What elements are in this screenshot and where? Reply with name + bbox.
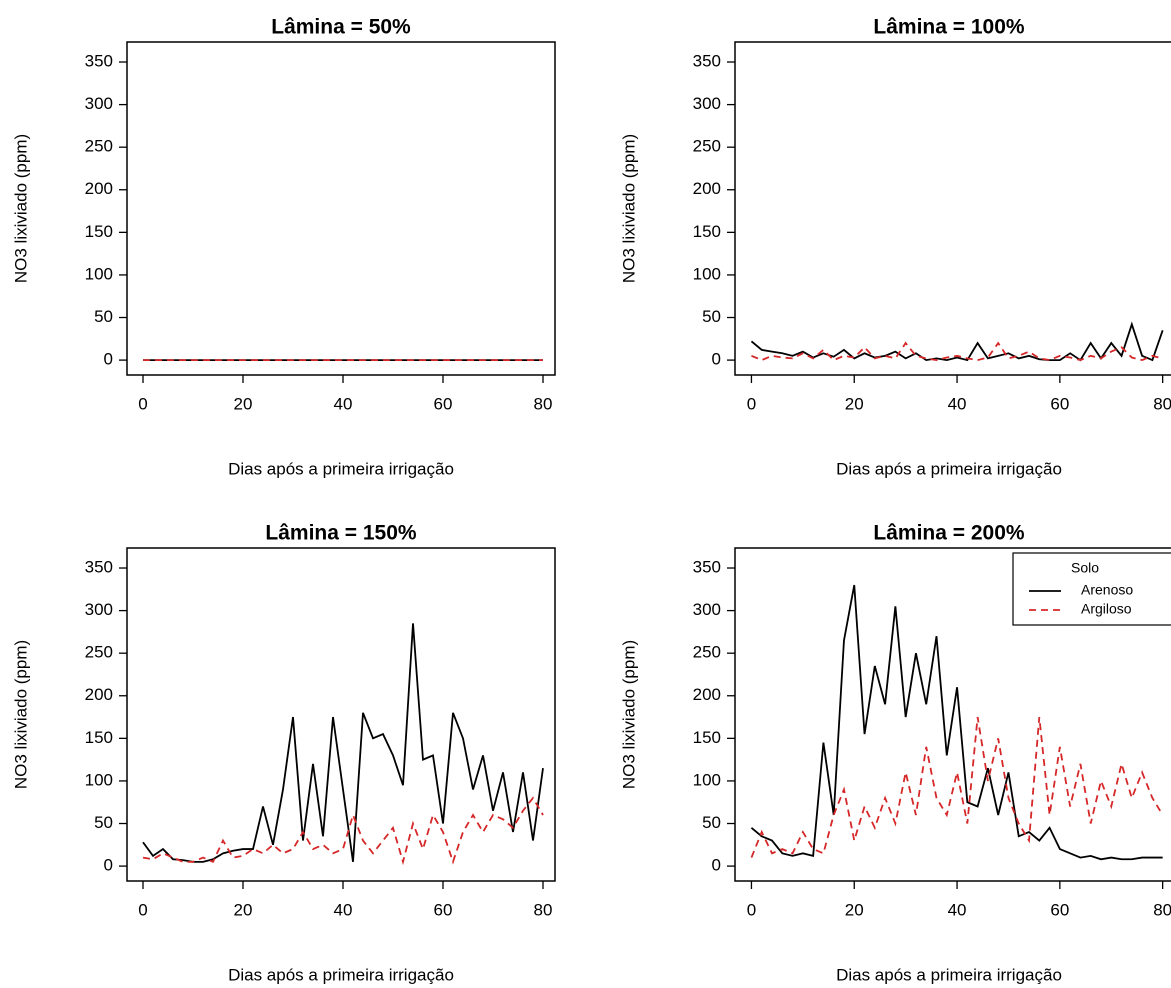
y-tick-label: 250 <box>693 643 721 662</box>
y-axis-label: NO3 lixiviado (ppm) <box>11 640 30 789</box>
y-axis-label: NO3 lixiviado (ppm) <box>619 134 638 283</box>
y-tick-label: 300 <box>85 94 113 113</box>
y-tick-label: 300 <box>85 600 113 619</box>
x-tick-label: 20 <box>234 900 253 919</box>
y-tick-label: 0 <box>712 856 721 875</box>
x-tick-label: 80 <box>1153 394 1171 413</box>
y-tick-label: 150 <box>693 728 721 747</box>
x-tick-label: 80 <box>1153 900 1171 919</box>
chart-title: Lâmina = 50% <box>271 16 411 39</box>
y-tick-label: 200 <box>85 685 113 704</box>
series-line <box>750 584 1163 861</box>
x-tick-label: 60 <box>1050 900 1069 919</box>
y-tick-label: 50 <box>702 813 721 832</box>
y-axis-label: NO3 lixiviado (ppm) <box>11 134 30 283</box>
y-tick-label: 0 <box>712 350 721 369</box>
x-tick-label: 80 <box>534 394 553 413</box>
panel: Lâmina = 100% 0 50 100 150 200 250 300 350 0 20 40 6… <box>619 16 1171 478</box>
y-tick-label: 150 <box>693 222 721 241</box>
series-line <box>142 623 544 863</box>
x-tick-label: 40 <box>334 900 353 919</box>
x-tick-label: 0 <box>138 900 147 919</box>
y-tick-label: 50 <box>94 813 113 832</box>
x-tick-label: 20 <box>234 394 253 413</box>
y-tick-label: 350 <box>693 557 721 576</box>
y-tick-label: 200 <box>85 179 113 198</box>
panel: Lâmina = 50% 0 50 100 150 200 250 300 350 0 20 40 60… <box>11 16 556 478</box>
y-tick-label: 350 <box>85 51 113 70</box>
x-tick-label: 40 <box>948 394 967 413</box>
y-tick-label: 100 <box>85 770 113 789</box>
y-tick-label: 300 <box>693 94 721 113</box>
x-axis-label: Dias após a primeira irrigação <box>836 965 1062 984</box>
x-tick-label: 40 <box>948 900 967 919</box>
legend-title: Solo <box>1071 560 1099 576</box>
y-axis-label: NO3 lixiviado (ppm) <box>619 640 638 789</box>
x-tick-label: 20 <box>845 394 864 413</box>
y-tick-label: 250 <box>85 643 113 662</box>
legend-label: Argiloso <box>1081 601 1132 617</box>
x-tick-label: 20 <box>845 900 864 919</box>
plot-frame <box>126 547 556 882</box>
x-tick-label: 80 <box>534 900 553 919</box>
x-tick-label: 0 <box>747 394 756 413</box>
x-tick-label: 60 <box>434 394 453 413</box>
x-axis-label: Dias após a primeira irrigação <box>228 965 454 984</box>
y-tick-label: 350 <box>85 557 113 576</box>
legend-label: Arenoso <box>1081 582 1133 598</box>
y-tick-label: 150 <box>85 222 113 241</box>
panel: Lâmina = 150% 0 50 100 150 200 250 300 350 0 20 40 6… <box>11 522 556 984</box>
y-tick-label: 100 <box>85 264 113 283</box>
plot-frame <box>126 41 556 376</box>
series-line <box>142 796 544 866</box>
y-tick-label: 250 <box>85 137 113 156</box>
x-tick-label: 0 <box>747 900 756 919</box>
y-tick-label: 50 <box>702 307 721 326</box>
y-tick-label: 0 <box>104 856 113 875</box>
x-tick-label: 60 <box>1050 394 1069 413</box>
y-tick-label: 200 <box>693 179 721 198</box>
y-tick-label: 200 <box>693 685 721 704</box>
x-tick-label: 40 <box>334 394 353 413</box>
y-tick-label: 50 <box>94 307 113 326</box>
y-tick-label: 350 <box>693 51 721 70</box>
y-tick-label: 0 <box>104 350 113 369</box>
x-tick-label: 60 <box>434 900 453 919</box>
x-axis-label: Dias após a primeira irrigação <box>836 459 1062 478</box>
x-axis-label: Dias após a primeira irrigação <box>228 459 454 478</box>
chart-title: Lâmina = 100% <box>873 16 1024 39</box>
y-tick-label: 100 <box>693 770 721 789</box>
legend-box <box>1012 552 1171 626</box>
series-line <box>750 321 1164 362</box>
x-tick-label: 0 <box>138 394 147 413</box>
series-line <box>751 341 1163 362</box>
y-tick-label: 250 <box>693 137 721 156</box>
chart-title: Lâmina = 200% <box>873 522 1024 545</box>
chart-title: Lâmina = 150% <box>265 522 416 545</box>
panel: Lâmina = 200% 0 50 100 150 200 250 300 350 0 20 40 6… <box>619 522 1171 984</box>
plot-frame <box>734 547 1171 882</box>
plot-frame <box>734 41 1171 376</box>
y-tick-label: 150 <box>85 728 113 747</box>
y-tick-label: 100 <box>693 264 721 283</box>
y-tick-label: 300 <box>693 600 721 619</box>
series-line <box>750 716 1164 858</box>
